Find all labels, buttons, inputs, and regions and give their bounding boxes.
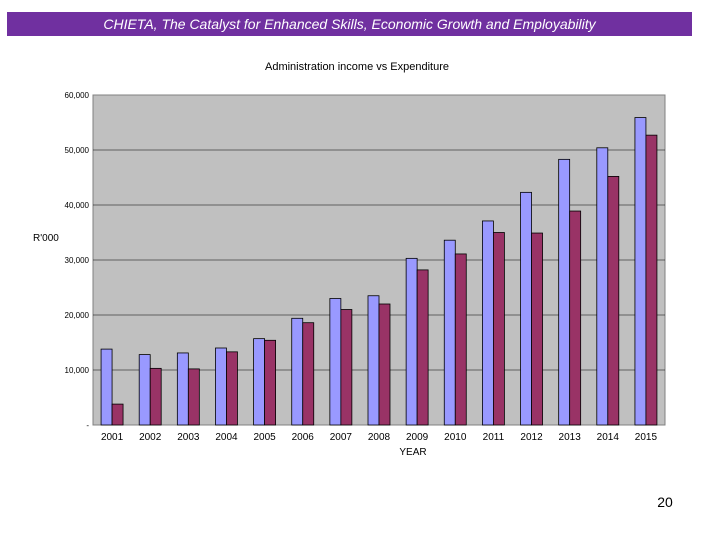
bar-expenditure: [340, 309, 353, 426]
x-tick-label: 2010: [444, 432, 467, 443]
x-tick-label: 2015: [635, 432, 658, 443]
bar-expenditure: [111, 403, 124, 426]
bar-expenditure: [149, 367, 162, 426]
y-tick-label: 30,000: [65, 256, 90, 265]
bar-income: [291, 317, 304, 426]
x-tick-label: 2002: [139, 432, 162, 443]
bar-income: [100, 348, 113, 426]
x-axis-label: YEAR: [399, 447, 426, 458]
x-tick-label: 2012: [520, 432, 543, 443]
y-tick-label: 60,000: [65, 91, 90, 100]
bar-expenditure: [531, 232, 543, 426]
x-tick-labels: 2001 2002 2003 2004 2005 2006 2007 2008 2009 2010…: [101, 432, 658, 443]
bar-expenditure: [645, 134, 658, 426]
bar-income: [634, 117, 647, 426]
x-tick-label: 2005: [253, 432, 276, 443]
x-tick-label: 2001: [101, 432, 124, 443]
y-tick-label: 40,000: [65, 201, 90, 210]
bar-income: [138, 354, 151, 426]
bar-expenditure: [492, 232, 505, 426]
x-tick-label: 2007: [330, 432, 353, 443]
header-banner: CHIETA, The Catalyst for Enhanced Skills…: [7, 12, 692, 36]
bar-income: [481, 220, 494, 426]
bar-expenditure: [378, 303, 391, 426]
bar-expenditure: [187, 368, 200, 426]
y-tick-label: -: [86, 421, 89, 430]
x-tick-label: 2003: [177, 432, 200, 443]
bar-expenditure: [569, 210, 582, 426]
bars: [100, 117, 658, 426]
x-tick-label: 2013: [559, 432, 582, 443]
x-tick-label: 2009: [406, 432, 429, 443]
bar-expenditure: [302, 322, 315, 426]
bar-income: [176, 352, 189, 426]
bar-income: [329, 298, 342, 426]
bar-income: [558, 158, 571, 426]
x-tick-label: 2014: [597, 432, 620, 443]
bar-income: [405, 257, 418, 426]
bar-income: [520, 191, 532, 426]
y-tick-label: 50,000: [65, 146, 90, 155]
bar-expenditure: [226, 351, 238, 426]
x-tick-label: 2004: [215, 432, 238, 443]
bar-expenditure: [607, 175, 620, 426]
bar-income: [253, 338, 266, 426]
bar-income: [367, 295, 380, 426]
bar-income: [215, 347, 227, 426]
bar-income: [596, 147, 609, 426]
y-tick-label: 20,000: [65, 311, 90, 320]
x-tick-label: 2011: [483, 432, 505, 443]
chart-title: Administration income vs Expenditure: [265, 61, 449, 73]
bar-expenditure: [264, 339, 277, 426]
page-number: 20: [657, 494, 673, 510]
y-axis-label: R'000: [33, 233, 59, 244]
x-tick-label: 2006: [292, 432, 315, 443]
x-tick-label: 2008: [368, 432, 391, 443]
bar-income: [443, 239, 456, 426]
bar-expenditure: [454, 253, 467, 426]
y-tick-label: 10,000: [65, 366, 90, 375]
y-tick-labels: - 10,000 20,000 30,000 40,000 50,000 60,000: [65, 91, 90, 430]
bar-expenditure: [416, 269, 429, 426]
